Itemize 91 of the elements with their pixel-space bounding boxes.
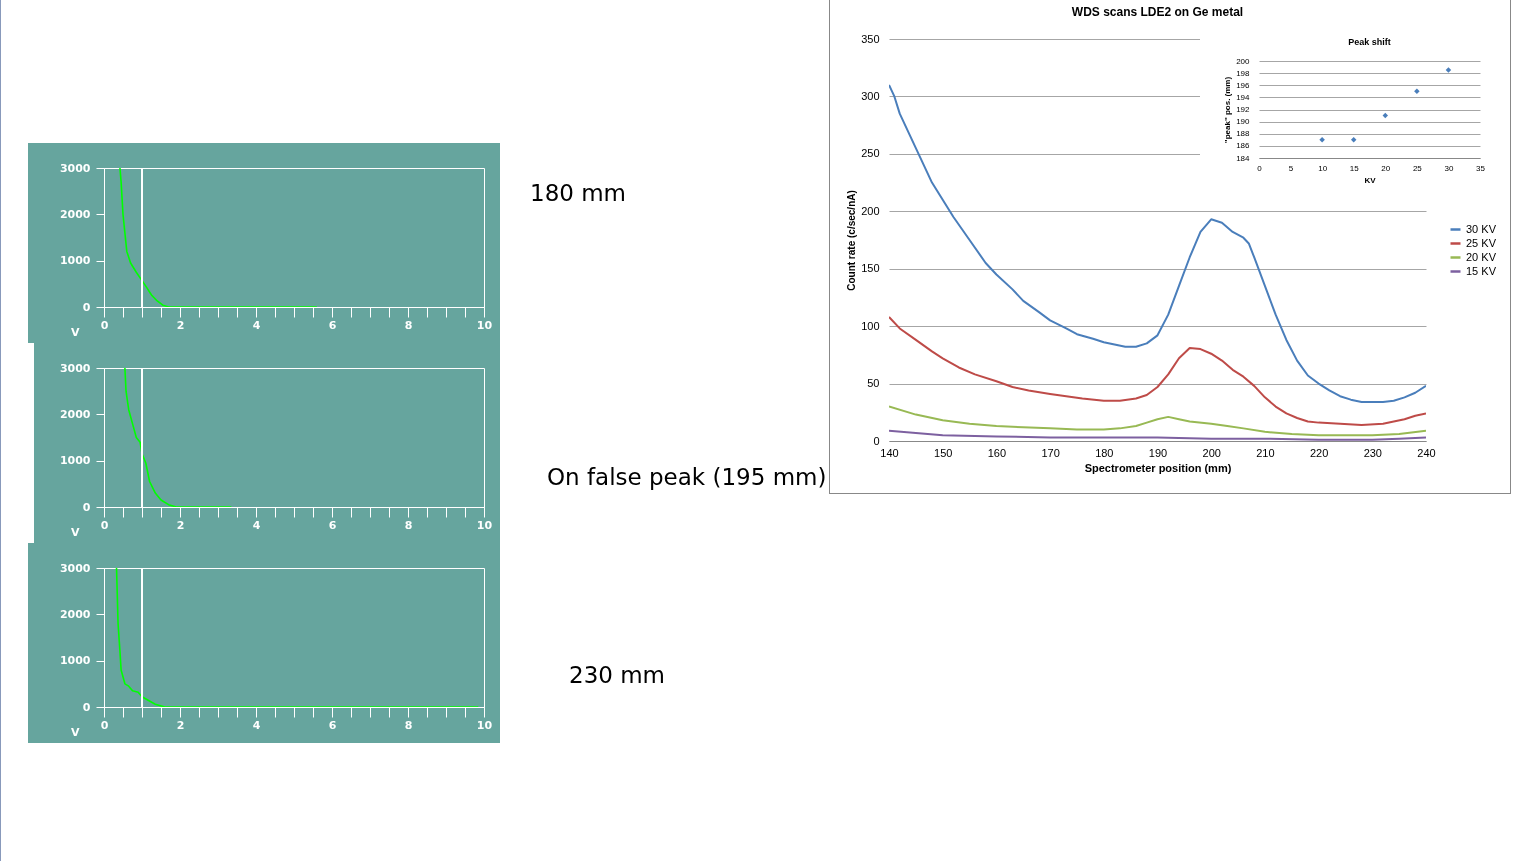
x-tick-label: 15 (1349, 163, 1360, 173)
x-tick-label: 240 (1417, 446, 1436, 459)
x-tick-label: 10 (1318, 163, 1328, 173)
text: 180 mm (530, 180, 627, 206)
y-tick-label: 0 (82, 700, 91, 714)
y-tick-label: 1000 (59, 254, 91, 268)
legend-label: 20 KV (1466, 250, 1497, 263)
x-tick-label: 8 (404, 318, 413, 332)
x-tick-label: 2 (176, 518, 185, 532)
y-tick-label: 2000 (59, 207, 91, 221)
x-tick-label: 0 (100, 318, 109, 332)
x-tick-label: 200 (1202, 446, 1221, 459)
legend-label: 30 KV (1466, 222, 1497, 235)
y-tick-label: 200 (1236, 56, 1251, 66)
y-axis-title: Count rate (c/sec/nA) (846, 190, 858, 291)
point (1445, 67, 1452, 73)
x-tick-label: 2 (176, 718, 185, 732)
text: On false peak (195 mm) (547, 464, 827, 490)
x-tick-label: 10 (476, 318, 493, 332)
x-tick-label: 10 (476, 718, 493, 732)
y-tick-label: 2000 (59, 607, 91, 621)
x-tick-label: 140 (880, 446, 899, 459)
y-tick-label: 150 (861, 262, 880, 275)
y-tick-label: 198 (1236, 68, 1251, 78)
point (1382, 112, 1389, 119)
point (1319, 137, 1325, 143)
y-tick-label: 100 (861, 319, 880, 332)
y-tick-label: 186 (1236, 141, 1251, 151)
x-tick-label: 5 (1288, 163, 1294, 173)
x-tick-label: 0 (100, 518, 109, 532)
x-tick-label: 220 (1309, 446, 1329, 459)
y-tick-label: 2000 (59, 407, 91, 421)
y-tick-label: 3000 (59, 561, 91, 575)
x-tick-label: 180 (1095, 446, 1114, 459)
x-tick-label: 30 (1444, 163, 1454, 173)
x-tick-label: 0 (100, 718, 109, 732)
x-tick-label: 4 (252, 318, 261, 332)
x-axis-title: Spectrometer position (mm) (1084, 461, 1232, 474)
x-axis-title: V (70, 325, 80, 339)
x-tick-label: 190 (1148, 446, 1168, 459)
y-tick-label: 0 (82, 500, 91, 514)
x-tick-label: 150 (934, 446, 953, 459)
y-tick-label: 0 (82, 300, 91, 314)
y-tick-label: 50 (867, 377, 880, 390)
x-axis-title: V (70, 525, 80, 539)
point (1414, 88, 1420, 95)
chart-title: WDS scans LDE2 on Ge metal (1071, 5, 1244, 19)
line-series (889, 429, 1426, 441)
x-axis-title: V (70, 725, 80, 739)
y-tick-label: 190 (1236, 117, 1251, 127)
x-tick-label: 160 (987, 446, 1007, 459)
y-tick-label: 3000 (59, 361, 91, 375)
y-tick-label: 192 (1236, 105, 1251, 114)
y-tick-label: 196 (1236, 80, 1251, 90)
x-tick-label: 6 (328, 518, 337, 532)
x-tick-label: 210 (1256, 446, 1275, 459)
x-tick-label: 2 (176, 318, 185, 332)
x-tick-label: 20 (1381, 163, 1391, 173)
y-tick-label: 1000 (59, 454, 91, 468)
x-tick-label: 170 (1041, 446, 1060, 459)
y-tick-label: 194 (1236, 92, 1251, 102)
x-tick-label: 8 (404, 518, 413, 532)
x-tick-label: 25 (1412, 163, 1423, 173)
line-series (115, 568, 480, 707)
point (1350, 137, 1357, 143)
y-tick-label: 3000 (59, 161, 91, 175)
x-tick-label: 0 (1257, 163, 1263, 173)
text: 230 mm (569, 662, 666, 688)
x-tick-label: 230 (1363, 446, 1382, 459)
y-tick-label: 184 (1236, 153, 1251, 163)
x-tick-label: 10 (476, 518, 493, 532)
y-tick-label: 188 (1236, 129, 1251, 139)
y-tick-label: 350 (861, 32, 880, 45)
x-tick-label: 6 (328, 318, 337, 332)
y-tick-label: 200 (861, 204, 880, 217)
line-series (889, 405, 1426, 437)
legend-label: 25 KV (1466, 236, 1497, 249)
y-axis-title: "peak" pos. (mm) (1223, 76, 1233, 144)
x-tick-label: 4 (252, 518, 261, 532)
y-tick-label: 1000 (59, 654, 91, 668)
y-tick-label: 0 (873, 434, 880, 447)
x-axis-title: KV (1364, 175, 1377, 185)
y-tick-label: 250 (861, 147, 880, 160)
legend-label: 15 KV (1466, 264, 1497, 277)
y-tick-label: 300 (861, 89, 880, 102)
chart-title: Peak shift (1348, 37, 1391, 47)
x-tick-label: 35 (1476, 163, 1486, 173)
x-tick-label: 8 (404, 718, 413, 732)
x-tick-label: 6 (328, 718, 337, 732)
line-series (889, 315, 1426, 426)
x-tick-label: 4 (252, 718, 261, 732)
